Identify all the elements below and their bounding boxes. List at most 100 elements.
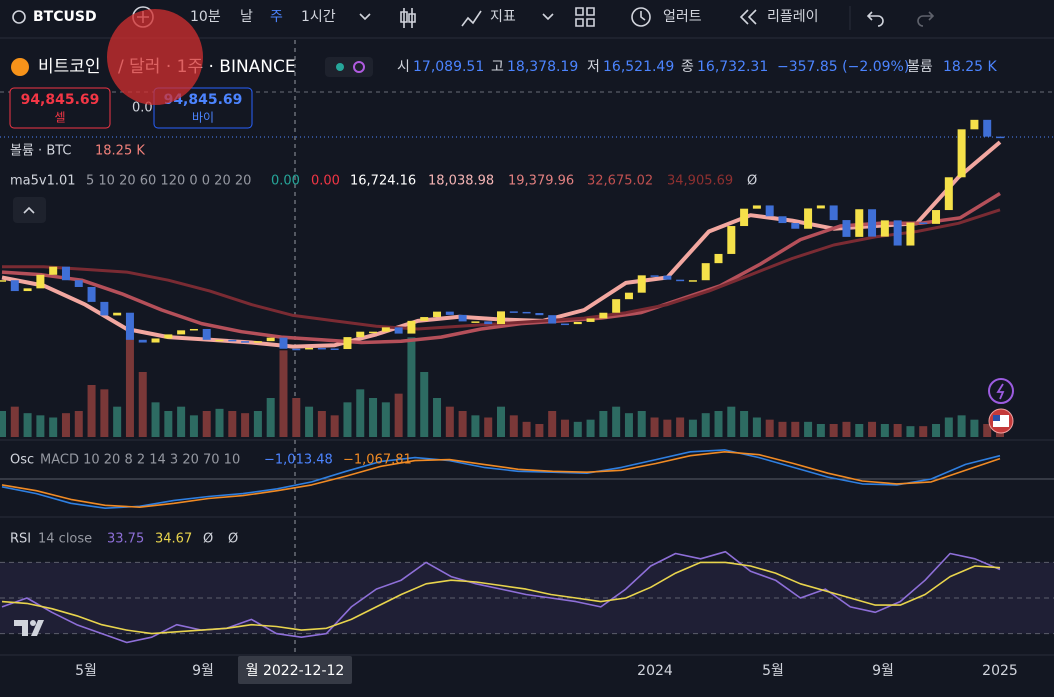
symbol[interactable]: BTCUSD <box>33 9 97 25</box>
x-tick-label: 9월 <box>872 663 894 679</box>
redo[interactable] <box>917 11 935 27</box>
symbol-name: 비트코인 <box>38 57 101 77</box>
candle <box>804 208 813 229</box>
volume-bar <box>189 415 198 437</box>
search-icon[interactable] <box>12 10 26 24</box>
volume-bar <box>509 415 518 437</box>
rsi-value: 33.75 <box>107 532 144 547</box>
ma-value: 32,675.02 <box>587 174 653 189</box>
volume-bar <box>74 411 83 437</box>
candle <box>624 292 633 300</box>
volume-bar <box>292 398 301 437</box>
volume-bar <box>637 411 646 437</box>
chart-type[interactable] <box>400 8 416 28</box>
candle <box>253 341 262 343</box>
candle <box>164 334 173 339</box>
volume-bar <box>650 417 659 437</box>
candle <box>778 216 787 224</box>
events-icon[interactable] <box>988 378 1014 404</box>
volume-bar <box>343 402 352 437</box>
indicator-menu[interactable] <box>542 13 554 21</box>
volume-value: 18.25 K <box>943 59 998 75</box>
candle <box>241 341 250 343</box>
candle <box>676 279 685 282</box>
volume-bar <box>407 337 416 437</box>
market-open-dot <box>336 63 344 71</box>
x-axis: 5월 9월 2024 5월 9월 2025 <box>75 663 1018 679</box>
interval[interactable]: 1시간 <box>301 9 336 25</box>
indicator-line <box>1 550 1001 644</box>
volume-bar <box>458 411 467 437</box>
layouts[interactable] <box>575 7 595 27</box>
sell-button[interactable] <box>9 87 111 129</box>
volume-bar <box>228 411 237 437</box>
candle <box>701 263 710 281</box>
candle <box>177 330 186 335</box>
volume-bar <box>983 424 992 437</box>
volume-bar <box>701 413 710 437</box>
ohlc-label: 종 <box>681 59 694 75</box>
candle <box>100 301 109 316</box>
rsi-hidden-mark: Ø <box>203 532 213 547</box>
indicator-line <box>1 451 1001 508</box>
volume-bar <box>612 406 621 437</box>
volume-bar <box>906 426 915 437</box>
volume-legend-title: 볼륨 · BTC <box>10 144 72 159</box>
alert-button[interactable]: 얼러트 <box>663 9 702 25</box>
ohlc-value: 17,089.51 <box>413 59 484 75</box>
rsi-ma-value: 34.67 <box>155 532 192 547</box>
volume-bar <box>855 424 864 437</box>
rsi-params: 14 close <box>38 532 92 547</box>
candle <box>919 222 928 225</box>
volume-bar <box>714 411 723 437</box>
candle <box>215 339 224 342</box>
candle <box>868 209 877 237</box>
ohlc-label: 저 <box>587 59 600 75</box>
buy-label: 바이 <box>192 111 214 125</box>
indicators-button[interactable]: 지표 <box>490 9 516 25</box>
volume-bar <box>752 417 761 437</box>
ma-value: 18,038.98 <box>428 174 494 189</box>
x-tick-label: 9월 <box>192 663 214 679</box>
replay-icon <box>739 9 757 25</box>
volume-bar <box>253 411 262 437</box>
candle <box>228 339 237 342</box>
interval-active[interactable]: 주 <box>270 9 283 25</box>
indicator-line <box>1 449 1001 509</box>
candle <box>49 266 58 275</box>
candle <box>10 280 19 292</box>
candle <box>573 321 582 325</box>
status-badge[interactable] <box>325 57 373 77</box>
volume-bar <box>535 424 544 437</box>
candle <box>688 280 697 282</box>
candle <box>305 347 314 350</box>
interval[interactable]: 날 <box>240 9 253 25</box>
interval[interactable]: 10분 <box>190 9 221 25</box>
candle <box>932 210 941 224</box>
x-tick-label: 5월 <box>75 663 97 679</box>
logo-dot <box>30 620 36 626</box>
collapse-legend[interactable] <box>13 197 46 223</box>
volume-bar <box>433 398 442 437</box>
interval-menu[interactable] <box>359 13 371 21</box>
volume-bar <box>151 402 160 437</box>
volume-bar <box>61 413 70 437</box>
volume-bar <box>305 406 314 437</box>
volume-bar <box>791 421 800 437</box>
collapse-icon <box>23 206 35 214</box>
candle <box>36 274 45 289</box>
candle <box>471 321 480 323</box>
replay-button[interactable]: 리플레이 <box>767 9 819 25</box>
candle <box>343 337 352 350</box>
candle <box>957 129 966 178</box>
candle <box>317 347 326 350</box>
candle <box>740 208 749 227</box>
volume-bar <box>970 419 979 437</box>
ma-params: 5 10 20 60 120 0 0 20 20 <box>86 174 251 189</box>
candle <box>560 323 569 326</box>
ohlc-value: 16,521.49 <box>603 59 674 75</box>
candle <box>458 314 467 322</box>
undo[interactable] <box>866 11 884 27</box>
ma-value: 0.00 <box>271 174 300 189</box>
